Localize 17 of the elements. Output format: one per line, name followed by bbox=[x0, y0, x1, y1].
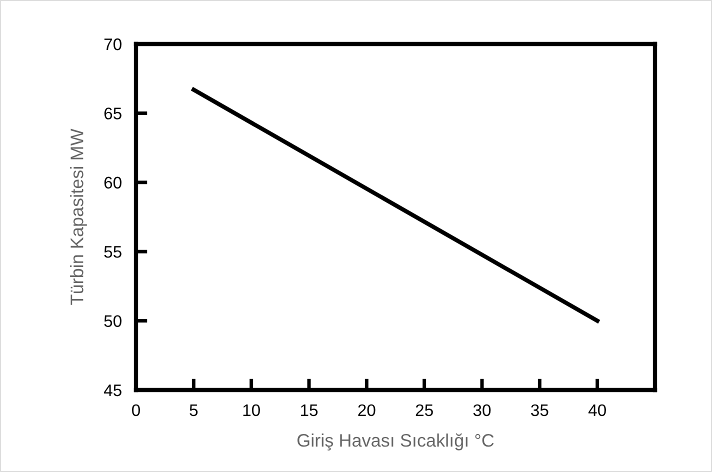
y-tick-label: 45 bbox=[104, 384, 122, 396]
y-tick-label: 50 bbox=[104, 315, 122, 328]
x-tick-label: 30 bbox=[473, 404, 491, 416]
x-tick-label: 15 bbox=[301, 404, 318, 416]
x-tick-label: 25 bbox=[416, 404, 433, 416]
y-tick-label: 65 bbox=[104, 108, 122, 120]
x-tick-label: 10 bbox=[243, 404, 260, 416]
x-tick-label: 0 bbox=[132, 404, 140, 416]
y-tick-label: 70 bbox=[104, 38, 122, 50]
x-tick-label: 20 bbox=[358, 404, 376, 416]
x-tick-label: 5 bbox=[190, 404, 198, 416]
x-tick-label: 40 bbox=[588, 404, 606, 416]
y-axis-title: Türbin Kapasitesi MW bbox=[70, 128, 87, 305]
y-tick-label: 55 bbox=[104, 246, 122, 258]
x-axis-title: Giriş Havası Sıcaklığı °C bbox=[297, 433, 494, 450]
x-tick-label: 35 bbox=[531, 404, 548, 416]
y-tick-label: 60 bbox=[104, 176, 122, 189]
